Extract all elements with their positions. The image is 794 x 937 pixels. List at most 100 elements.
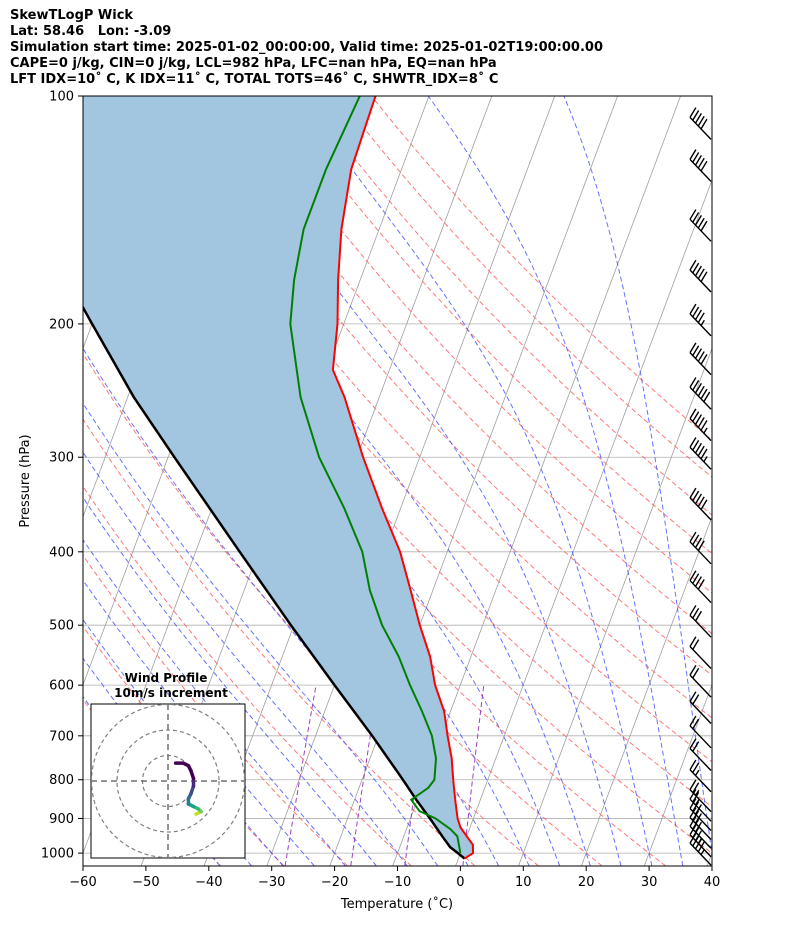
barb-flag [689, 377, 697, 388]
wind-barb [689, 665, 712, 698]
barb-flag [694, 382, 703, 394]
barb-flag [692, 212, 700, 223]
barb-flag [692, 810, 700, 821]
y-tick-label: 100 [49, 90, 74, 105]
barb-shaft [689, 386, 712, 410]
wind-barb [689, 437, 712, 470]
barb-flag [689, 715, 697, 727]
wind-barb [689, 807, 712, 840]
y-tick-label: 1000 [41, 847, 74, 862]
x-tick-label: −10 [384, 875, 411, 890]
barb-flag [692, 152, 700, 163]
barb-flag [694, 265, 703, 277]
x-tick-label: 10 [515, 875, 532, 890]
barb-flag [694, 214, 703, 226]
barb-flag [692, 110, 700, 121]
barb-flag [697, 417, 705, 428]
barb-half-flag [703, 456, 708, 463]
barb-flag [697, 579, 705, 590]
wind-barb [689, 259, 712, 293]
moist-adiabat [563, 96, 712, 857]
barb-flag [700, 220, 708, 232]
wind-barb [689, 377, 712, 410]
barb-shaft [689, 313, 712, 337]
barb-flag [700, 118, 708, 130]
barb-flag [689, 738, 697, 749]
y-tick-label: 800 [49, 773, 74, 788]
barb-flag [700, 354, 708, 365]
isotherm-line [643, 683, 712, 866]
barb-flag [689, 665, 697, 676]
barb-flag [692, 718, 700, 730]
barb-flag [697, 157, 705, 169]
barb-flag [689, 798, 697, 809]
hodograph-title: Wind Profile [125, 671, 208, 685]
barb-flag [692, 490, 700, 502]
axes: −60 −50 −40 −30 −20 −10 0 10 20 30 40 1000 900 800 700… [41, 90, 720, 891]
wind-profile-inset: Wind Profile 10m/s increment [90, 671, 246, 859]
barb-shaft [689, 825, 712, 849]
barb-half-flag [697, 837, 703, 844]
barb-shaft [689, 834, 712, 858]
moist-adiabat [83, 347, 469, 866]
wind-barb [689, 636, 712, 670]
dry-adiabat [83, 554, 349, 866]
y-tick-label: 300 [49, 451, 74, 466]
chart-title: SkewTLogP Wick [10, 8, 134, 23]
barb-shaft [689, 497, 712, 521]
x-tick-label: −50 [132, 875, 159, 890]
wind-barb [689, 605, 712, 638]
barb-shaft [689, 158, 712, 182]
wind-barb [689, 408, 712, 442]
barb-flag [689, 789, 697, 800]
temperature-line [331, 96, 475, 860]
barb-flag [697, 496, 705, 507]
barb-flag [689, 531, 697, 543]
barb-flag [692, 380, 700, 391]
barb-flag [697, 540, 705, 551]
moist-adiabat [427, 96, 684, 866]
moist-adiabat [83, 579, 315, 866]
y-tick-label: 400 [49, 545, 74, 560]
barb-half-flag [694, 769, 700, 776]
wind-barb [689, 779, 712, 813]
barb-flag [697, 445, 705, 457]
wind-barb [689, 531, 712, 565]
barb-flag [692, 801, 700, 812]
y-tick-label: 900 [49, 812, 74, 827]
barb-shaft [689, 807, 712, 831]
y-tick-label: 200 [49, 317, 74, 332]
barb-shaft [689, 798, 712, 822]
barb-flag [689, 570, 697, 581]
y-tick-label: 600 [49, 679, 74, 694]
barb-shaft [689, 816, 712, 840]
x-tick-label: −30 [258, 875, 285, 890]
moist-adiabat [83, 618, 284, 866]
barb-shaft [689, 646, 712, 670]
barb-shaft [689, 418, 712, 442]
barb-flag [697, 312, 705, 323]
barb-flag [692, 791, 700, 803]
barb-flag [689, 487, 697, 499]
wind-barb [689, 715, 712, 749]
wind-barb [689, 691, 712, 724]
barb-flag [694, 414, 703, 425]
barb-flag [694, 610, 703, 622]
barb-flag [694, 493, 703, 505]
dewpoint-line [289, 96, 462, 854]
y-axis-label: Pressure (hPa) [18, 434, 33, 527]
wind-barb [689, 738, 712, 771]
dry-adiabat [83, 418, 476, 866]
barb-half-flag [700, 319, 705, 326]
wind-barb [689, 303, 712, 337]
barb-half-flag [694, 789, 700, 796]
x-tick-label: −20 [321, 875, 348, 890]
barb-flag [694, 813, 703, 824]
barb-flag [700, 388, 708, 400]
moist-adiabat [83, 402, 439, 866]
barb-flag [694, 155, 703, 166]
x-tick-label: −40 [195, 875, 222, 890]
barb-flag [689, 342, 697, 354]
isotherm-line [266, 96, 556, 866]
x-tick-label: 0 [456, 875, 464, 890]
